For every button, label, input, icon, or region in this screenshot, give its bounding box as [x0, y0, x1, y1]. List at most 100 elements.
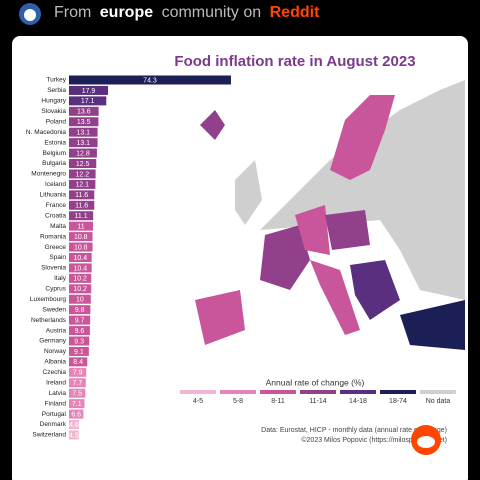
bar — [69, 221, 93, 231]
category-label: Croatia — [45, 212, 66, 219]
bar — [69, 232, 93, 242]
bar — [69, 138, 98, 148]
bar — [69, 117, 99, 127]
value-label: 10.8 — [74, 244, 88, 251]
bar — [69, 211, 94, 221]
bar — [69, 357, 88, 367]
value-label: 12.5 — [76, 161, 90, 168]
header-middle: community on — [162, 4, 262, 21]
map-germany — [295, 205, 330, 255]
bar — [69, 336, 90, 346]
map-france — [260, 225, 310, 290]
value-label: 10.2 — [73, 286, 87, 293]
bar — [69, 315, 91, 325]
value-label: 10.2 — [73, 276, 87, 283]
value-label: 9.8 — [75, 307, 85, 314]
map-italy — [310, 260, 360, 335]
source: Data: Eurostat, HICP - monthly data (ann… — [261, 427, 447, 434]
legend-label: 5-8 — [233, 398, 243, 405]
bar — [69, 169, 96, 179]
category-label: Cyprus — [45, 286, 66, 293]
value-label: 9.7 — [75, 317, 85, 324]
category-label: Portugal — [42, 411, 67, 418]
value-label: 7.5 — [72, 391, 82, 398]
category-label: Sweden — [43, 306, 67, 313]
bar — [69, 252, 92, 262]
legend-label: No data — [426, 398, 451, 405]
category-label: Montenegro — [31, 171, 66, 178]
bar — [69, 148, 97, 158]
category-label: Ireland — [46, 379, 66, 386]
bar-chart: Turkey 74.3 Serbia 17.9 Hungary 17.1 Slovakia 1… — [26, 75, 231, 440]
bar — [69, 96, 107, 106]
legend-swatch — [300, 390, 336, 394]
bar — [69, 326, 90, 336]
map-balkans — [350, 260, 400, 320]
value-label: 10.8 — [74, 234, 88, 241]
category-label: Spain — [49, 254, 66, 261]
bar — [69, 127, 98, 137]
value-label: 9.3 — [74, 338, 84, 345]
category-label: Germany — [39, 338, 66, 345]
legend-label: 11-14 — [309, 398, 326, 405]
site-name[interactable]: Reddit — [270, 4, 320, 21]
value-label: 7.7 — [73, 380, 83, 387]
value-label: 11 — [77, 224, 84, 231]
bar — [69, 399, 85, 409]
category-label: Denmark — [40, 421, 67, 428]
bar — [69, 430, 79, 440]
legend-title: Annual rate of change (%) — [266, 377, 365, 387]
value-label: 9.1 — [74, 349, 84, 356]
category-label: Hungary — [41, 98, 66, 105]
avatar-face — [24, 9, 36, 21]
category-label: Netherlands — [31, 317, 67, 324]
bar — [69, 190, 95, 200]
legend-swatch — [260, 390, 296, 394]
legend-swatch — [380, 390, 416, 394]
category-label: Albania — [44, 359, 66, 366]
category-label: Latvia — [49, 390, 67, 397]
bar — [69, 263, 92, 273]
value-label: 4.5 — [69, 432, 79, 439]
category-label: Luxembourg — [30, 296, 67, 303]
category-label: Austria — [46, 327, 67, 334]
bar — [69, 367, 87, 377]
community-name[interactable]: europe — [100, 4, 153, 21]
category-label: France — [46, 202, 67, 209]
bar — [69, 284, 92, 294]
value-label: 10 — [76, 297, 84, 304]
legend-swatch — [340, 390, 376, 394]
map-iceland — [200, 110, 225, 140]
logo-face — [417, 436, 435, 448]
bar — [69, 409, 84, 419]
value-label: 12.1 — [75, 182, 89, 189]
value-label: 12.8 — [76, 150, 90, 157]
legend-swatch — [220, 390, 256, 394]
value-label: 8.4 — [73, 359, 83, 366]
value-label: 74.3 — [143, 77, 157, 84]
bar — [69, 294, 91, 304]
category-label: Iceland — [45, 181, 66, 188]
value-label: 11.6 — [75, 192, 88, 199]
value-label: 11.6 — [75, 203, 88, 210]
legend-label: 18-74 — [389, 398, 407, 405]
legend: 4-5 5-8 8-11 11-14 14-18 18-74 No data — [180, 390, 456, 405]
category-label: Turkey — [46, 77, 66, 84]
category-label: Finland — [45, 400, 67, 407]
category-label: Czechia — [43, 369, 67, 376]
bar — [69, 305, 91, 315]
header-prefix: From — [54, 4, 91, 21]
value-label: 17.9 — [82, 88, 96, 95]
value-label: 10.4 — [74, 255, 88, 262]
map-poland — [325, 210, 370, 250]
map-uk — [235, 160, 262, 225]
legend-label: 14-18 — [349, 398, 367, 405]
value-label: 17.1 — [81, 98, 95, 105]
credit: ©2023 Milos Popovic (https://milospopovi… — [301, 436, 447, 444]
header: From europe community on Reddit — [54, 4, 320, 21]
bar — [69, 346, 89, 356]
category-label: Estonia — [44, 139, 66, 146]
category-label: Italy — [54, 275, 67, 282]
chart-title: Food inflation rate in August 2023 — [174, 53, 415, 70]
bar — [69, 159, 97, 169]
